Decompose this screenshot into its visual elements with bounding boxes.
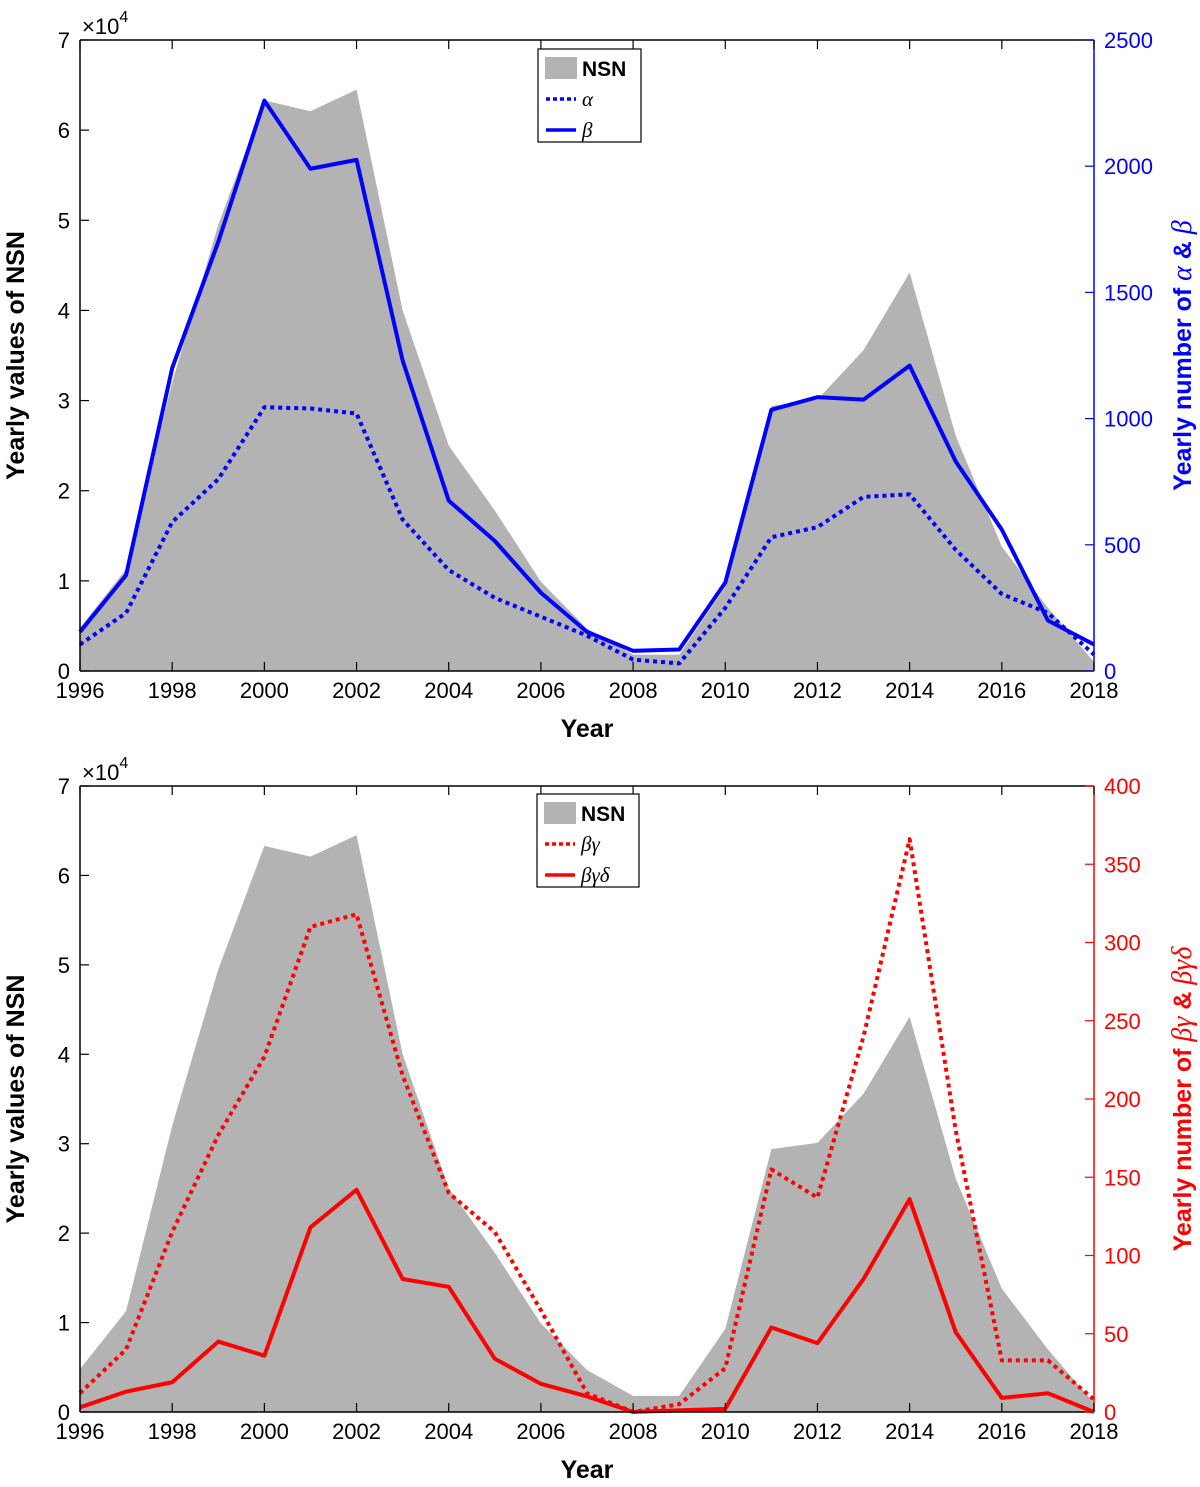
x-tick-label: 2008 [609,678,658,703]
y-left-tick-label: 0 [58,1400,70,1425]
exponent-power: 4 [119,9,128,26]
y-right-tick-label: 1000 [1104,407,1153,432]
y-left-tick-label: 1 [58,569,70,594]
y-right-label-greek: α [1167,265,1198,281]
x-tick-label: 2018 [1070,678,1119,703]
y-right-tick-label: 150 [1104,1165,1141,1190]
y-right-label-amp: & [1169,234,1197,266]
x-tick-label: 2014 [885,1419,934,1444]
y-left-axis-label: Yearly values of NSN [2,975,30,1224]
y-right-label-greek: βγδ [1167,946,1198,986]
x-tick-label: 1996 [56,678,105,703]
panel-betagamma-betagammadelta: 1996 1998 2000 2002 2004 2006 2008 2010 2012 2014… [2,755,1198,1484]
legend-swatch-nsn [545,57,577,79]
x-tick-label: 2016 [977,1419,1026,1444]
x-tick-label: 2000 [240,678,289,703]
y-left-tick-label: 6 [58,863,70,888]
y-left-tick-label: 6 [58,118,70,143]
y-left-tick-label: 4 [58,298,70,323]
y-left-tick-label: 5 [58,208,70,233]
y-right-tick-label: 100 [1104,1244,1141,1269]
legend-label-nsn: NSN [582,58,626,81]
x-tick-label: 2018 [1070,1419,1119,1444]
y-left-axis-label: Yearly values of NSN [2,231,30,480]
legend-label-1: β [581,118,593,142]
y-right-axis-label: Yearly number of α & β [1167,220,1198,490]
x-tick-label: 2000 [240,1419,289,1444]
y-left-tick-label: 4 [58,1042,70,1067]
x-tick-label: 2014 [885,678,934,703]
y-right-axis-label: Yearly number of βγ & βγδ [1167,946,1198,1252]
y-right-tick-label: 2500 [1104,28,1153,53]
y-left-tick-label: 1 [58,1311,70,1336]
y-left-tick-label: 5 [58,953,70,978]
x-tick-label: 2002 [332,678,381,703]
legend: NSN αβ [537,48,642,143]
y-right-label-prefix: Yearly number of [1169,1042,1197,1252]
series-line-0 [78,405,1096,666]
x-tick-label: 2010 [701,678,750,703]
y-right-label-greek: β [1167,220,1198,235]
x-tick-label: 2004 [424,678,473,703]
y-right-tick-label: 350 [1104,852,1141,877]
legend-label-1: βγδ [580,863,611,887]
y-left-tick-label: 3 [58,1132,70,1157]
y-left-tick-label: 2 [58,1221,70,1246]
nsn-area [80,89,1094,672]
x-tick-label: 2012 [793,678,842,703]
y-left-tick-label: 2 [58,479,70,504]
x-axis-label: Year [561,1456,614,1484]
exponent-label: ×104 [82,755,128,785]
y-right-tick-label: 0 [1104,1400,1116,1425]
panel-alpha-beta: 1996 1998 2000 2002 2004 2006 2008 2010 2012 2014… [2,9,1198,743]
y-right-label-greek: βγ [1167,1016,1198,1043]
x-tick-label: 2002 [332,1419,381,1444]
x-tick-label: 2010 [701,1419,750,1444]
x-tick-label: 2004 [424,1419,473,1444]
legend-label-0: α [582,87,594,111]
exponent-label: ×104 [82,9,128,39]
y-right-tick-label: 250 [1104,1009,1141,1034]
legend-swatch-nsn [544,802,576,824]
y-left-tick-label: 3 [58,389,70,414]
legend-label-nsn: NSN [581,803,625,826]
y-right-tick-label: 1500 [1104,280,1153,305]
y-right-tick-label: 400 [1104,774,1141,799]
legend-label-0: βγ [580,832,600,856]
y-right-tick-label: 500 [1104,533,1141,558]
series-line-1 [79,1187,1095,1414]
x-tick-label: 2012 [793,1419,842,1444]
y-left-tick-label: 7 [58,774,70,799]
y-right-tick-label: 50 [1104,1322,1128,1347]
x-tick-label: 2008 [609,1419,658,1444]
x-tick-label: 1998 [148,678,197,703]
legend: NSN βγ βγδ [536,793,640,888]
x-axis-label: Year [561,715,614,743]
x-tick-label: 2006 [516,1419,565,1444]
y-right-tick-label: 300 [1104,931,1141,956]
x-tick-label: 1996 [56,1419,105,1444]
x-tick-label: 1998 [148,1419,197,1444]
y-right-tick-label: 0 [1104,659,1116,684]
y-left-tick-label: 7 [58,28,70,53]
exponent-power: 4 [119,755,128,772]
y-right-label-amp: & [1169,985,1197,1017]
y-right-tick-label: 2000 [1104,154,1153,179]
x-tick-label: 2016 [977,678,1026,703]
x-tick-label: 2006 [516,678,565,703]
nsn-area [80,835,1094,1412]
y-right-tick-label: 200 [1104,1087,1141,1112]
series-line-0 [78,837,1096,1414]
y-right-label-prefix: Yearly number of [1169,281,1197,491]
series-line-1 [78,98,1095,653]
y-left-tick-label: 0 [58,659,70,684]
exponent-base: ×10 [82,760,119,785]
exponent-base: ×10 [82,14,119,39]
